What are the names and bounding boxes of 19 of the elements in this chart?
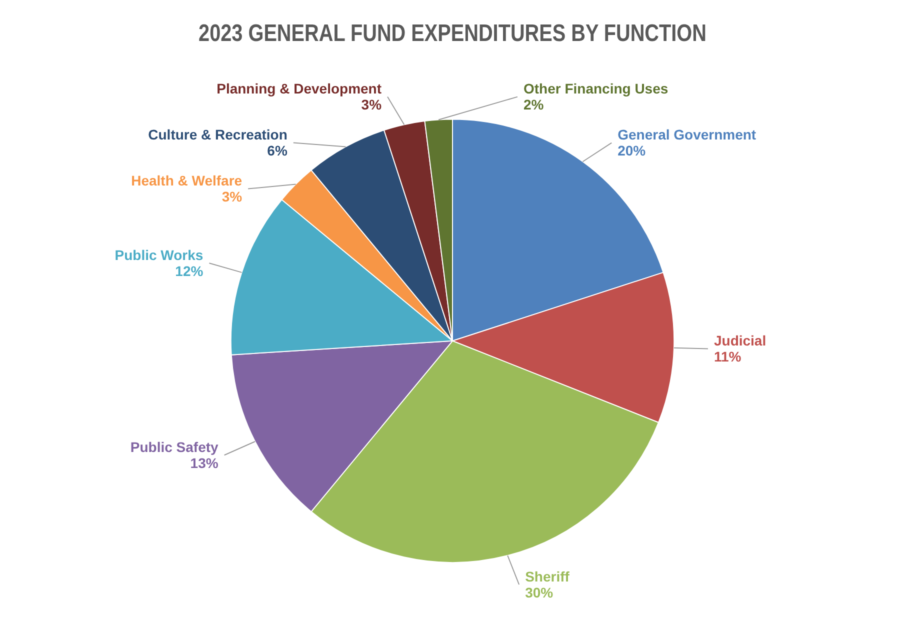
slice-label: Judicial	[714, 332, 766, 349]
slice-label: Health & Welfare	[131, 172, 242, 189]
data-label: 13%	[190, 454, 219, 471]
data-label: 2%	[523, 96, 544, 113]
data-label: 3%	[222, 188, 243, 205]
slice-label: Culture & Recreation	[148, 126, 288, 143]
slice-label: General Government	[618, 126, 756, 143]
chart-title: 2023 GENERAL FUND EXPENDITURES BY FUNCTION	[198, 19, 706, 46]
slice-label: Sheriff	[525, 568, 570, 584]
data-label: 12%	[175, 263, 204, 280]
slice-label: Public Works	[114, 247, 204, 264]
data-label: 6%	[267, 142, 288, 159]
data-label: 20%	[618, 142, 646, 159]
data-label: 11%	[714, 348, 742, 365]
data-label: 3%	[361, 96, 382, 113]
slice-label: Planning & Development	[216, 80, 382, 97]
slice-label: Public Safety	[130, 438, 219, 455]
data-label: 30%	[525, 584, 554, 600]
slice-label: Other Financing Uses	[523, 80, 668, 97]
